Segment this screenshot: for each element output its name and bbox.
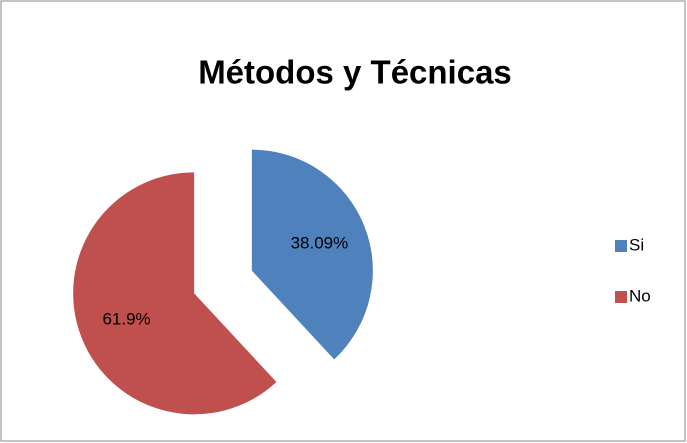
legend-swatch: [615, 240, 627, 252]
legend-label: No: [629, 286, 651, 305]
pie-slice: [73, 172, 277, 415]
legend-swatch: [615, 291, 627, 303]
legend-label: Si: [629, 235, 644, 254]
data-label: 61.9%: [102, 309, 150, 328]
chart-title: Métodos y Técnicas: [198, 54, 512, 91]
data-label: 38.09%: [291, 234, 349, 253]
pie-slice: [251, 149, 373, 360]
